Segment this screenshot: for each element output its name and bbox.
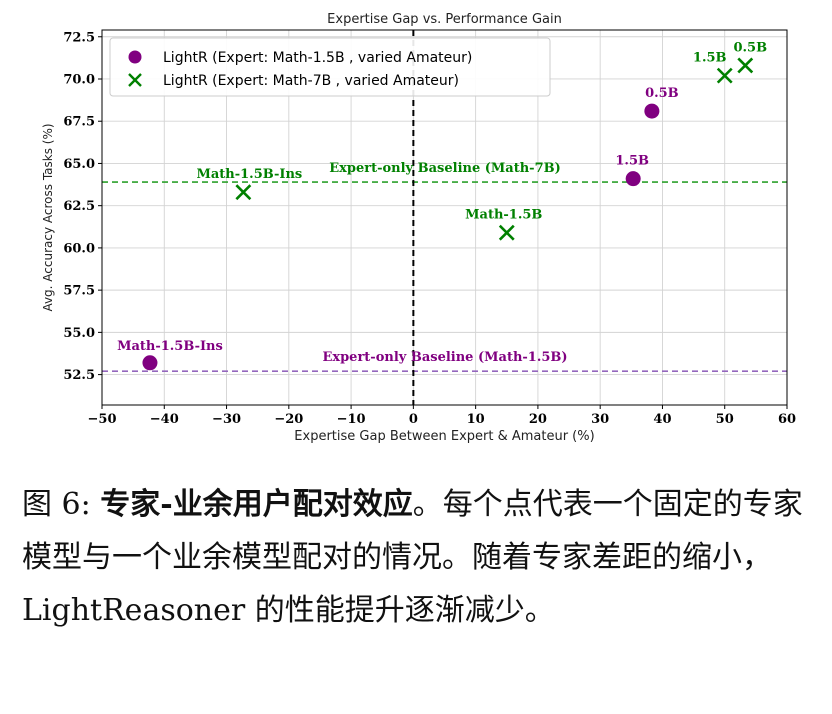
data-point-label: Math-1.5B-Ins bbox=[117, 339, 223, 354]
x-tick-label: −40 bbox=[150, 412, 179, 427]
legend-label: LightR (Expert: Math-1.5B , varied Amate… bbox=[163, 50, 472, 66]
y-tick-label: 60.0 bbox=[63, 241, 95, 256]
x-tick-label: −30 bbox=[212, 412, 241, 427]
x-tick-label: 30 bbox=[591, 412, 609, 427]
y-tick-label: 65.0 bbox=[63, 157, 95, 172]
y-axis-label: Avg. Accuracy Across Tasks (%) bbox=[41, 123, 55, 311]
data-point-x bbox=[498, 224, 515, 241]
data-point-label: Math-1.5B bbox=[465, 208, 542, 223]
x-tick-label: 10 bbox=[467, 412, 485, 427]
data-point-x bbox=[737, 57, 754, 74]
legend-marker-circle bbox=[128, 50, 142, 64]
x-tick-label: 20 bbox=[529, 412, 547, 427]
data-point-label: 1.5B bbox=[615, 154, 649, 169]
x-tick-label: −10 bbox=[337, 412, 366, 427]
caption-body: 。每个点代表一个固定的专家模型与一个业余模型配对的情况。随着专家差距的缩小，Li… bbox=[22, 487, 803, 628]
x-tick-label: −50 bbox=[88, 412, 117, 427]
scatter-chart: Expert-only Baseline (Math-7B) Expert-onl… bbox=[41, 12, 796, 444]
baseline-label: Expert-only Baseline (Math-1.5B) bbox=[322, 350, 567, 365]
data-point-label: 0.5B bbox=[645, 86, 679, 101]
data-point-x bbox=[235, 184, 252, 201]
y-tick-label: 55.0 bbox=[63, 326, 95, 341]
data-point-circle bbox=[625, 171, 641, 187]
data-point-x bbox=[716, 67, 733, 84]
caption-prefix: 图 6: bbox=[22, 487, 101, 522]
y-tick-label: 52.5 bbox=[63, 368, 95, 383]
y-tick-label: 72.5 bbox=[63, 30, 95, 45]
x-tick-label: 50 bbox=[716, 412, 734, 427]
caption-lead: 专家-业余用户配对效应 bbox=[100, 487, 413, 522]
legend-box bbox=[109, 37, 551, 97]
legend-marker-x bbox=[128, 73, 142, 87]
figure-caption: 图 6: 专家-业余用户配对效应。每个点代表一个固定的专家模型与一个业余模型配对… bbox=[22, 478, 812, 637]
y-tick-label: 70.0 bbox=[63, 72, 95, 87]
x-axis-label: Expertise Gap Between Expert & Amateur (… bbox=[294, 429, 594, 444]
chart-title: Expertise Gap vs. Performance Gain bbox=[327, 12, 562, 27]
data-point-label: Math-1.5B-Ins bbox=[196, 167, 302, 182]
plot-frame bbox=[101, 29, 788, 406]
baseline-label: Expert-only Baseline (Math-7B) bbox=[329, 161, 561, 176]
data-point-circle bbox=[142, 355, 158, 371]
data-point-label: 0.5B bbox=[733, 40, 767, 55]
y-tick-label: 67.5 bbox=[63, 115, 95, 130]
x-tick-label: −20 bbox=[274, 412, 303, 427]
data-point-label: 1.5B bbox=[693, 51, 727, 66]
data-point-circle bbox=[644, 103, 660, 119]
x-tick-label: 40 bbox=[653, 412, 671, 427]
y-tick-label: 57.5 bbox=[63, 284, 95, 299]
x-tick-label: 0 bbox=[409, 412, 418, 427]
y-tick-label: 62.5 bbox=[63, 199, 95, 214]
legend-label: LightR (Expert: Math-7B , varied Amateur… bbox=[163, 73, 459, 89]
x-tick-label: 60 bbox=[778, 412, 796, 427]
